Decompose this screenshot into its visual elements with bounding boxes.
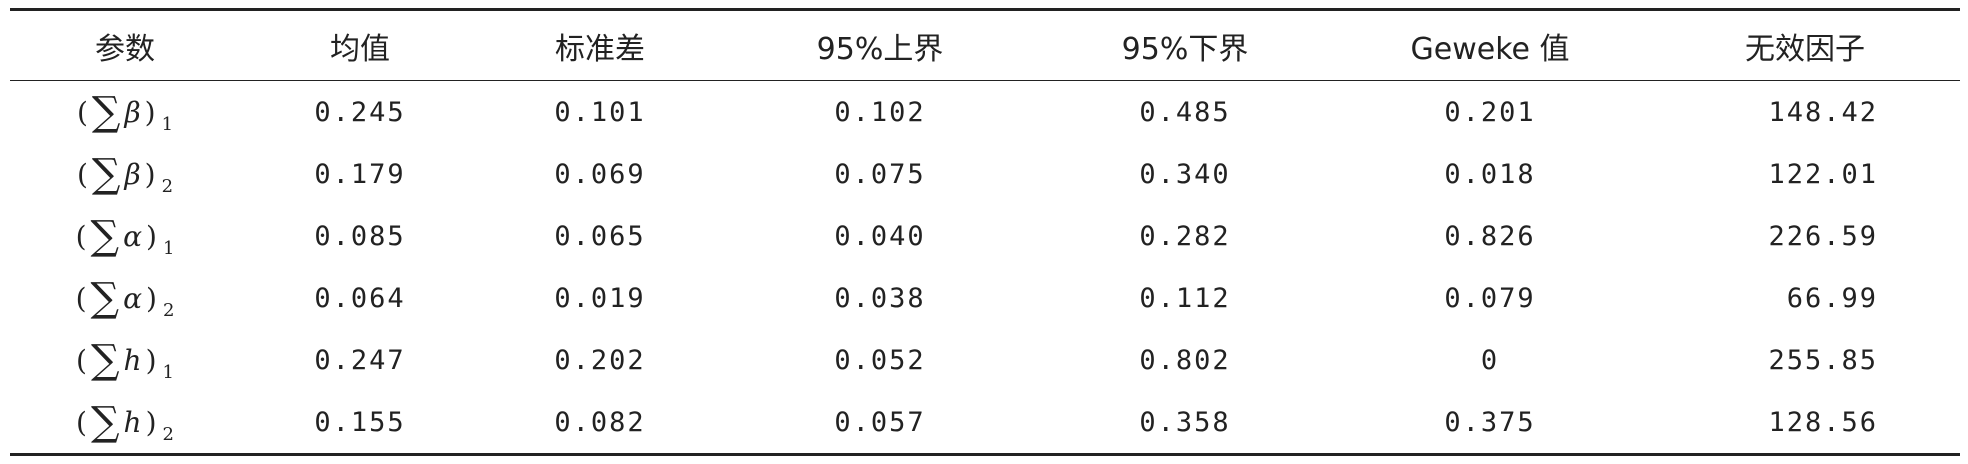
lower-cell: 0.802	[1139, 344, 1231, 376]
sigma-symbol: ∑	[90, 337, 120, 383]
sigma-symbol: ∑	[90, 399, 120, 445]
table-row: ( ∑ α ) 2 0.064 0.019 0.038 0.112 0.079 …	[10, 267, 1960, 329]
std-cell: 0.069	[554, 158, 646, 190]
lower-cell: 0.340	[1139, 158, 1231, 190]
param-subscript: 2	[162, 423, 174, 445]
table-row: ( ∑ h ) 2 0.155 0.082 0.057 0.358 0.375 …	[10, 391, 1960, 455]
paren-close: )	[146, 219, 157, 253]
table-header: 参数 均值 标准差 95%上界 95%下界 Geweke 值 无效因子	[10, 9, 1960, 81]
inefficiency-cell: 122.01	[1768, 158, 1878, 190]
inefficiency-cell: 255.85	[1768, 344, 1878, 376]
header-row: 参数 均值 标准差 95%上界 95%下界 Geweke 值 无效因子	[10, 9, 1960, 81]
mean-cell: 0.085	[314, 220, 406, 252]
geweke-cell: 0.201	[1444, 96, 1536, 128]
table-row: ( ∑ β ) 2 0.179 0.069 0.075 0.340 0.018 …	[10, 143, 1960, 205]
param-symbol: α	[123, 281, 143, 315]
paren-close: )	[145, 405, 157, 439]
sigma-symbol: ∑	[91, 89, 121, 135]
paren-close: )	[144, 157, 156, 191]
param-symbol: α	[123, 219, 143, 253]
lower-cell: 0.282	[1139, 220, 1231, 252]
paren-open: (	[76, 95, 88, 129]
header-geweke: Geweke 值	[1410, 31, 1570, 67]
sigma-symbol: ∑	[91, 151, 121, 197]
geweke-cell: 0.826	[1444, 220, 1536, 252]
header-upper: 95%上界	[816, 31, 944, 67]
paren-open: (	[76, 343, 87, 377]
mean-cell: 0.179	[314, 158, 406, 190]
lower-cell: 0.485	[1139, 96, 1231, 128]
inefficiency-cell: 128.56	[1768, 406, 1878, 438]
mean-cell: 0.155	[314, 406, 406, 438]
upper-cell: 0.075	[834, 158, 926, 190]
param-cell: ( ∑ α ) 2	[10, 267, 240, 329]
param-symbol: β	[124, 157, 141, 191]
param-subscript: 2	[161, 175, 174, 197]
paren-close: )	[145, 343, 157, 377]
header-inefficiency: 无效因子	[1745, 31, 1865, 67]
geweke-cell: 0	[1480, 344, 1500, 376]
lower-cell: 0.358	[1139, 406, 1231, 438]
geweke-cell: 0.018	[1444, 158, 1536, 190]
upper-cell: 0.057	[834, 406, 926, 438]
param-cell: ( ∑ h ) 2	[10, 391, 240, 455]
table-row: ( ∑ β ) 1 0.245 0.101 0.102 0.485 0.201 …	[10, 81, 1960, 144]
param-symbol: h	[123, 405, 142, 439]
param-symbol: β	[124, 95, 141, 129]
std-cell: 0.202	[554, 344, 646, 376]
param-cell: ( ∑ α ) 1	[10, 205, 240, 267]
paren-open: (	[75, 219, 87, 253]
paren-open: (	[75, 281, 87, 315]
paren-open: (	[76, 157, 88, 191]
table-body: ( ∑ β ) 1 0.245 0.101 0.102 0.485 0.201 …	[10, 81, 1960, 455]
sigma-symbol: ∑	[90, 275, 120, 321]
lower-cell: 0.112	[1139, 282, 1231, 314]
std-cell: 0.065	[554, 220, 646, 252]
results-table: 参数 均值 标准差 95%上界 95%下界 Geweke 值 无效因子 ( ∑ …	[10, 8, 1960, 456]
upper-cell: 0.038	[834, 282, 926, 314]
mean-cell: 0.247	[314, 344, 406, 376]
inefficiency-cell: 226.59	[1768, 220, 1878, 252]
std-cell: 0.019	[554, 282, 646, 314]
header-std: 标准差	[555, 31, 645, 67]
inefficiency-cell: 66.99	[1786, 282, 1878, 314]
results-table-container: 参数 均值 标准差 95%上界 95%下界 Geweke 值 无效因子 ( ∑ …	[10, 8, 1960, 456]
inefficiency-cell: 148.42	[1768, 96, 1878, 128]
upper-cell: 0.102	[834, 96, 926, 128]
geweke-cell: 0.375	[1444, 406, 1536, 438]
param-cell: ( ∑ h ) 1	[10, 329, 240, 391]
geweke-cell: 0.079	[1444, 282, 1536, 314]
paren-open: (	[76, 405, 87, 439]
param-symbol: h	[123, 343, 142, 377]
upper-cell: 0.052	[834, 344, 926, 376]
param-cell: ( ∑ β ) 1	[10, 81, 240, 144]
param-subscript: 2	[162, 299, 175, 321]
header-lower: 95%下界	[1121, 31, 1249, 67]
table-row: ( ∑ h ) 1 0.247 0.202 0.052 0.802 0 255.…	[10, 329, 1960, 391]
sigma-symbol: ∑	[90, 213, 120, 259]
header-mean: 均值	[330, 31, 390, 67]
std-cell: 0.101	[554, 96, 646, 128]
std-cell: 0.082	[554, 406, 646, 438]
table-row: ( ∑ α ) 1 0.085 0.065 0.040 0.282 0.826 …	[10, 205, 1960, 267]
param-subscript: 1	[161, 113, 174, 135]
param-subscript: 1	[162, 237, 175, 259]
paren-close: )	[144, 95, 156, 129]
mean-cell: 0.245	[314, 96, 406, 128]
upper-cell: 0.040	[834, 220, 926, 252]
header-param: 参数	[95, 31, 155, 67]
param-subscript: 1	[162, 361, 174, 383]
paren-close: )	[146, 281, 157, 315]
mean-cell: 0.064	[314, 282, 406, 314]
param-cell: ( ∑ β ) 2	[10, 143, 240, 205]
